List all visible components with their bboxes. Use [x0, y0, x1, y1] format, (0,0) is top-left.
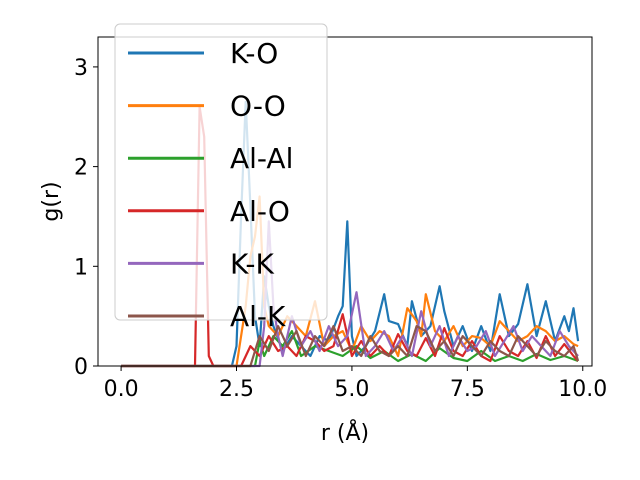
- x-axis-label: r (Å): [321, 419, 369, 446]
- legend: K-O O-O Al-Al Al-O K-K Al-K: [114, 23, 328, 333]
- x-tick-label: 5.0: [334, 377, 369, 402]
- legend-label-al-o: Al-O: [230, 195, 290, 228]
- legend-box: [114, 23, 328, 321]
- y-tick-label: 0: [74, 355, 88, 380]
- x-tick-label: 2.5: [219, 377, 254, 402]
- axes-frame: [97, 36, 593, 367]
- y-tick-label: 3: [74, 56, 88, 81]
- x-tick-label: 7.5: [450, 377, 485, 402]
- series-line-al-al: [121, 330, 579, 368]
- y-tick-label: 1: [74, 255, 88, 280]
- legend-label-k-k: K-K: [230, 247, 275, 280]
- y-tick-label: 2: [74, 156, 88, 181]
- legend-label-k-o: K-O: [230, 37, 278, 70]
- x-tick-label: 0.0: [104, 377, 139, 402]
- y-axis-label: g(r): [39, 181, 64, 221]
- legend-label-al-al: Al-Al: [230, 142, 293, 175]
- legend-label-o-o: O-O: [230, 90, 286, 123]
- plot-area-frame: [97, 36, 593, 367]
- legend-label-al-k: Al-K: [230, 300, 286, 333]
- series-line-al-o: [121, 105, 579, 368]
- series-line-al-k: [121, 325, 580, 368]
- axis-ticks: 0.0 2.5 5.0 7.5 10.0 0 1 2 3: [74, 56, 607, 402]
- x-tick-label: 10.0: [558, 377, 607, 402]
